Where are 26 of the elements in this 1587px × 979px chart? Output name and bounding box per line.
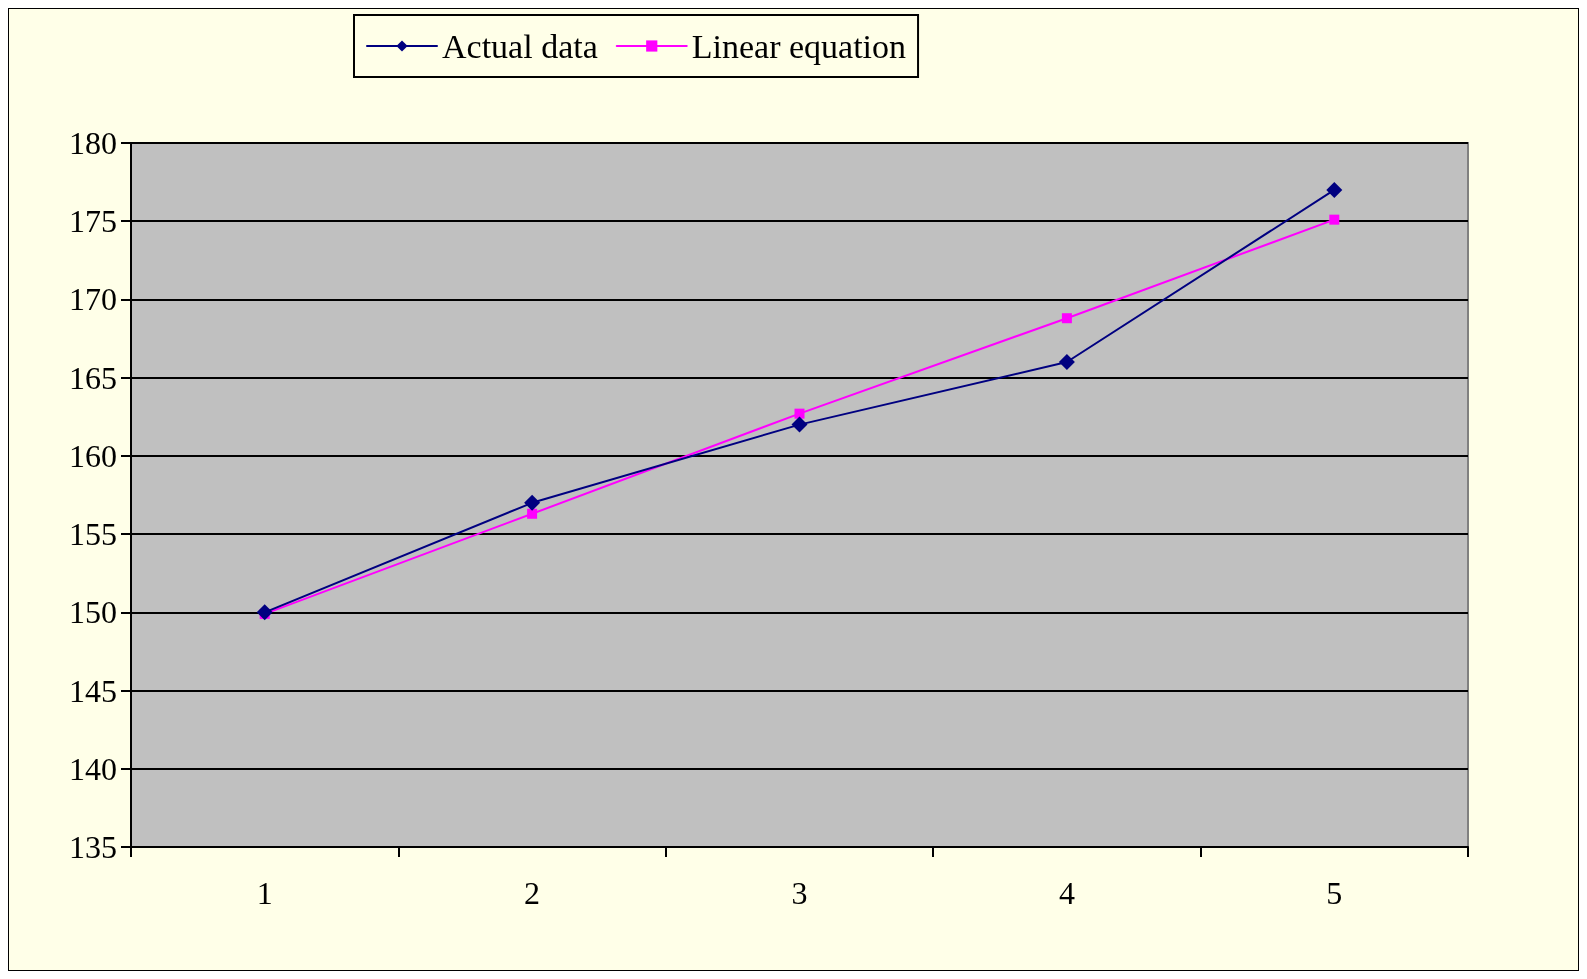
y-tick-label: 135 [69, 829, 117, 865]
point [256, 604, 273, 621]
y-tick-label: 155 [69, 516, 117, 553]
y-tick-label: 165 [69, 359, 117, 396]
x-tick-label: 2 [524, 875, 541, 911]
y-tick-label: 160 [69, 437, 117, 474]
point [794, 408, 805, 419]
x-tick-label: 3 [791, 875, 808, 911]
y-tick-label: 175 [69, 203, 117, 240]
y-tick-label: 180 [69, 125, 117, 161]
point [1061, 313, 1072, 324]
y-tick-label: 145 [69, 672, 117, 709]
point [1326, 181, 1343, 198]
point [791, 416, 808, 433]
y-tick-label: 150 [69, 594, 117, 631]
x-tick-label: 5 [1326, 875, 1343, 911]
point [524, 494, 541, 511]
x-tick-label: 1 [256, 875, 273, 911]
point [1329, 214, 1340, 225]
y-tick-label: 140 [69, 750, 117, 787]
y-tick-label: 170 [69, 281, 117, 318]
legend-label: Linear equation [691, 27, 907, 65]
point [1058, 354, 1075, 371]
point [527, 508, 538, 519]
legend-label: Actual data [442, 27, 598, 65]
x-tick-label: 4 [1058, 875, 1075, 911]
